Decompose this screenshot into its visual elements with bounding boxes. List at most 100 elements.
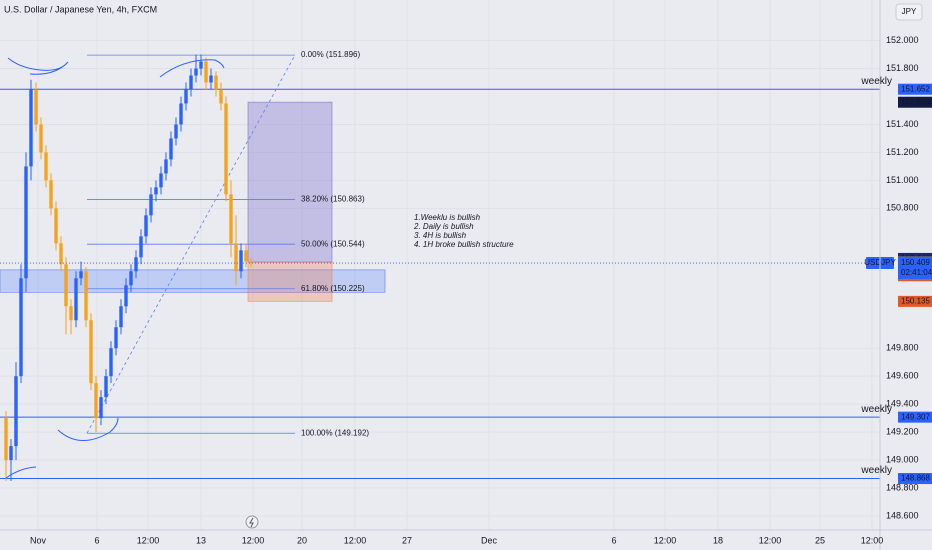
grid [0,0,880,530]
y-tick-label: 151.800 [886,63,919,73]
candle-body [119,306,123,328]
candle-body [204,61,208,83]
note: 4. 1H broke bullish structure [414,240,514,249]
price-label: 151.652 [901,84,930,93]
x-tick-label: 12:00 [344,535,367,545]
currency[interactable]: JPY [902,7,917,16]
x-tick-label: 6 [94,535,99,545]
price-label-box [898,96,932,108]
candle-body [144,215,148,237]
candle-body [69,306,73,321]
target-box [247,101,333,263]
candle-body [59,243,63,265]
supply-zone [0,269,386,293]
fib-label: 38.20% (150.863) [301,195,365,204]
candle-body [4,418,8,461]
x-tick-label: 12:00 [759,535,782,545]
candle-body [239,250,243,272]
price-label-box [898,83,932,95]
candle-body [224,103,228,195]
candle-body [44,152,48,181]
fib-label: 100.00% (149.192) [301,428,369,437]
hand-drawn-arc [57,417,119,441]
candle-body [174,124,178,139]
candle-body [229,194,233,244]
hand-drawn-arc [5,466,37,479]
candle-body [149,194,153,216]
level-label: weekly [860,465,892,476]
x-tick-label: 12:00 [861,535,884,545]
price-label: 151.559 [901,97,930,106]
y-tick-label: 148.800 [886,482,919,492]
candle-body [169,138,173,160]
y-tick-label: 150.800 [886,203,919,213]
drawings [0,54,880,480]
candle-body [209,75,213,83]
stop-box [247,261,333,302]
candle-body [109,348,113,377]
candle-body [94,383,98,419]
x-tick-label: 25 [815,535,825,545]
price-label: 150.135 [901,296,930,305]
chart-title: U.S. Dollar / Japanese Yen, 4h, FXCM [4,4,157,14]
note: 3. 4H is bullish [414,231,467,240]
level-label: weekly [860,76,892,87]
candle-body [244,250,248,262]
x-tick-label: 12:00 [654,535,677,545]
hand-drawn-arc [7,57,69,75]
candle-body [64,264,68,307]
candle-body [84,271,88,321]
x-tick-label: 20 [297,535,307,545]
candle-body [114,327,118,349]
candle-body [14,376,18,447]
overlay: weekly weekly weekly 0.00% (151.896) 38.20% … [0,50,896,476]
candle-body [134,257,138,272]
price-label-box [898,295,932,307]
fib-label: 61.80% (150.225) [301,284,365,293]
y-tick-label: 151.200 [886,147,919,157]
candle-body [189,75,193,90]
events-icon[interactable] [245,515,259,529]
current-price: 150.409 [901,258,930,267]
candle-body [234,243,238,272]
events-icon-bolt [249,517,254,528]
candle-body [219,89,223,104]
candle-body [24,166,28,279]
x-tick-label: 12:00 [242,535,265,545]
candle-body [19,278,23,377]
currency-box[interactable] [895,3,923,21]
candles [4,54,253,482]
candle-body [39,124,43,153]
fib-label: 0.00% (151.896) [301,50,360,59]
x-tick-label: Nov [30,535,47,545]
candle-body [99,397,103,419]
y-tick-label: 152.000 [886,35,919,45]
price-label: 148.868 [901,474,930,483]
price-label: 149.307 [901,412,930,421]
price-label-box [898,411,932,423]
x-tick-label: Dec [481,535,498,545]
candle-body [89,320,93,384]
candle-body [214,75,218,90]
price-label-box [898,473,932,485]
candle-body [49,180,53,209]
level-label: weekly [860,404,892,415]
current-price-box [898,257,932,280]
candle-body [159,173,163,188]
candle-body [129,271,133,286]
y-tick-label: 148.600 [886,510,919,520]
candle-body [249,261,253,263]
candle-body [54,208,58,244]
candle-body [154,187,158,195]
candle-body [9,446,13,461]
y-tick-label: 151.000 [886,175,919,185]
candle-body [124,285,128,307]
note: 1.Weeklu is bullish [414,213,481,222]
candle-body [104,376,108,398]
x-tick-label: 13 [196,535,206,545]
candle-body [199,61,203,69]
fib-label: 50.00% (150.544) [301,239,365,248]
candle-body [164,159,168,174]
